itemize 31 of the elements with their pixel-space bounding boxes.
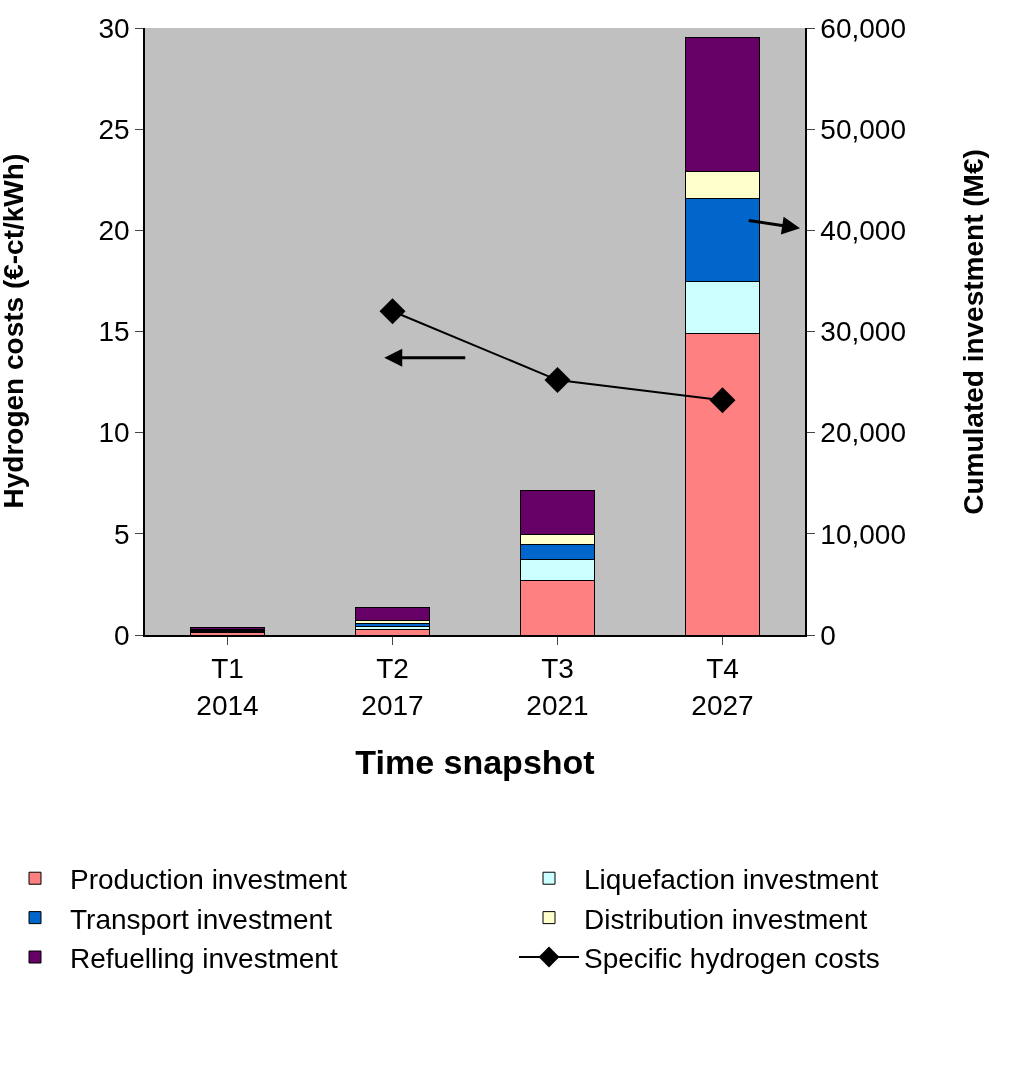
point [544,367,571,394]
legend-label: Distribution investment [584,903,868,935]
legend-label: Production investment [70,864,348,896]
y2-tick-label: 30,000 [820,316,906,348]
y-tick-label: 30 [98,12,130,44]
x-tick-label: T1 2014 [196,653,259,721]
y2-axis-title: Cumulated investment (M€) [957,149,989,515]
x-tick-label: T3 2021 [526,653,589,721]
legend-label: Specific hydrogen costs [584,942,880,974]
y-tick-label: 10 [98,417,130,449]
y-tick-label: 5 [114,518,130,550]
y2-tick-label: 60,000 [820,12,906,44]
y-tick-label: 0 [114,619,130,651]
legend-label: Liquefaction investment [584,864,879,896]
y2-tick-label: 50,000 [820,113,906,145]
y-tick-label: 15 [98,316,130,348]
point [379,298,406,325]
y2-tick-label: 40,000 [820,215,906,247]
bar [354,607,431,622]
x-tick-label: T2 2017 [361,653,424,721]
point [709,387,736,414]
y2-tick-label: 0 [820,619,836,651]
y2-tick-label: 10,000 [820,518,906,550]
x-tick-label: T4 2027 [691,653,754,721]
x-axis-title: Time snapshot [355,742,595,781]
legend-label: Refuelling investment [70,942,338,974]
y-axis-title: Hydrogen costs (€-ct/kWh) [0,153,29,509]
y2-tick-label: 20,000 [820,417,906,449]
legend-label: Transport investment [70,903,333,935]
y-tick-label: 20 [98,215,130,247]
y-tick-label: 25 [98,113,130,145]
